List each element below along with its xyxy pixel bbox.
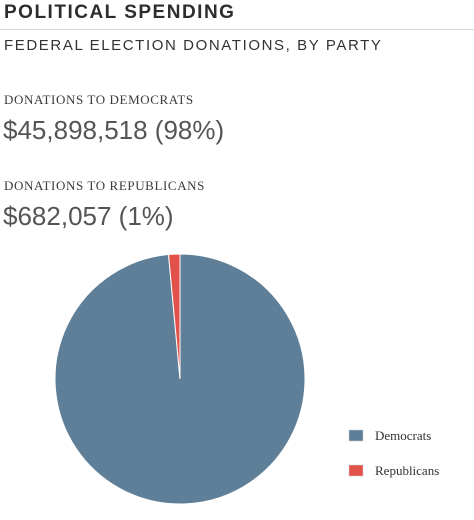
legend-label-democrats: Democrats bbox=[375, 428, 431, 443]
legend-swatch-democrats bbox=[348, 429, 364, 442]
pie-slice-republicans bbox=[167, 253, 181, 380]
legend-label-republicans: Republicans bbox=[375, 463, 439, 478]
republicans-donations-label: DONATIONS TO REPUBLICANS bbox=[4, 178, 205, 193]
republicans-donations-value: $682,057 (1%) bbox=[3, 201, 174, 231]
democrats-donations-label: DONATIONS TO DEMOCRATS bbox=[4, 92, 194, 107]
democrats-donations-value: $45,898,518 (98%) bbox=[3, 115, 225, 145]
page-subtitle: FEDERAL ELECTION DONATIONS, BY PARTY bbox=[4, 37, 383, 54]
title-divider bbox=[0, 29, 474, 30]
page-title: POLITICAL SPENDING bbox=[4, 2, 236, 23]
legend-swatch-republicans bbox=[348, 464, 364, 477]
